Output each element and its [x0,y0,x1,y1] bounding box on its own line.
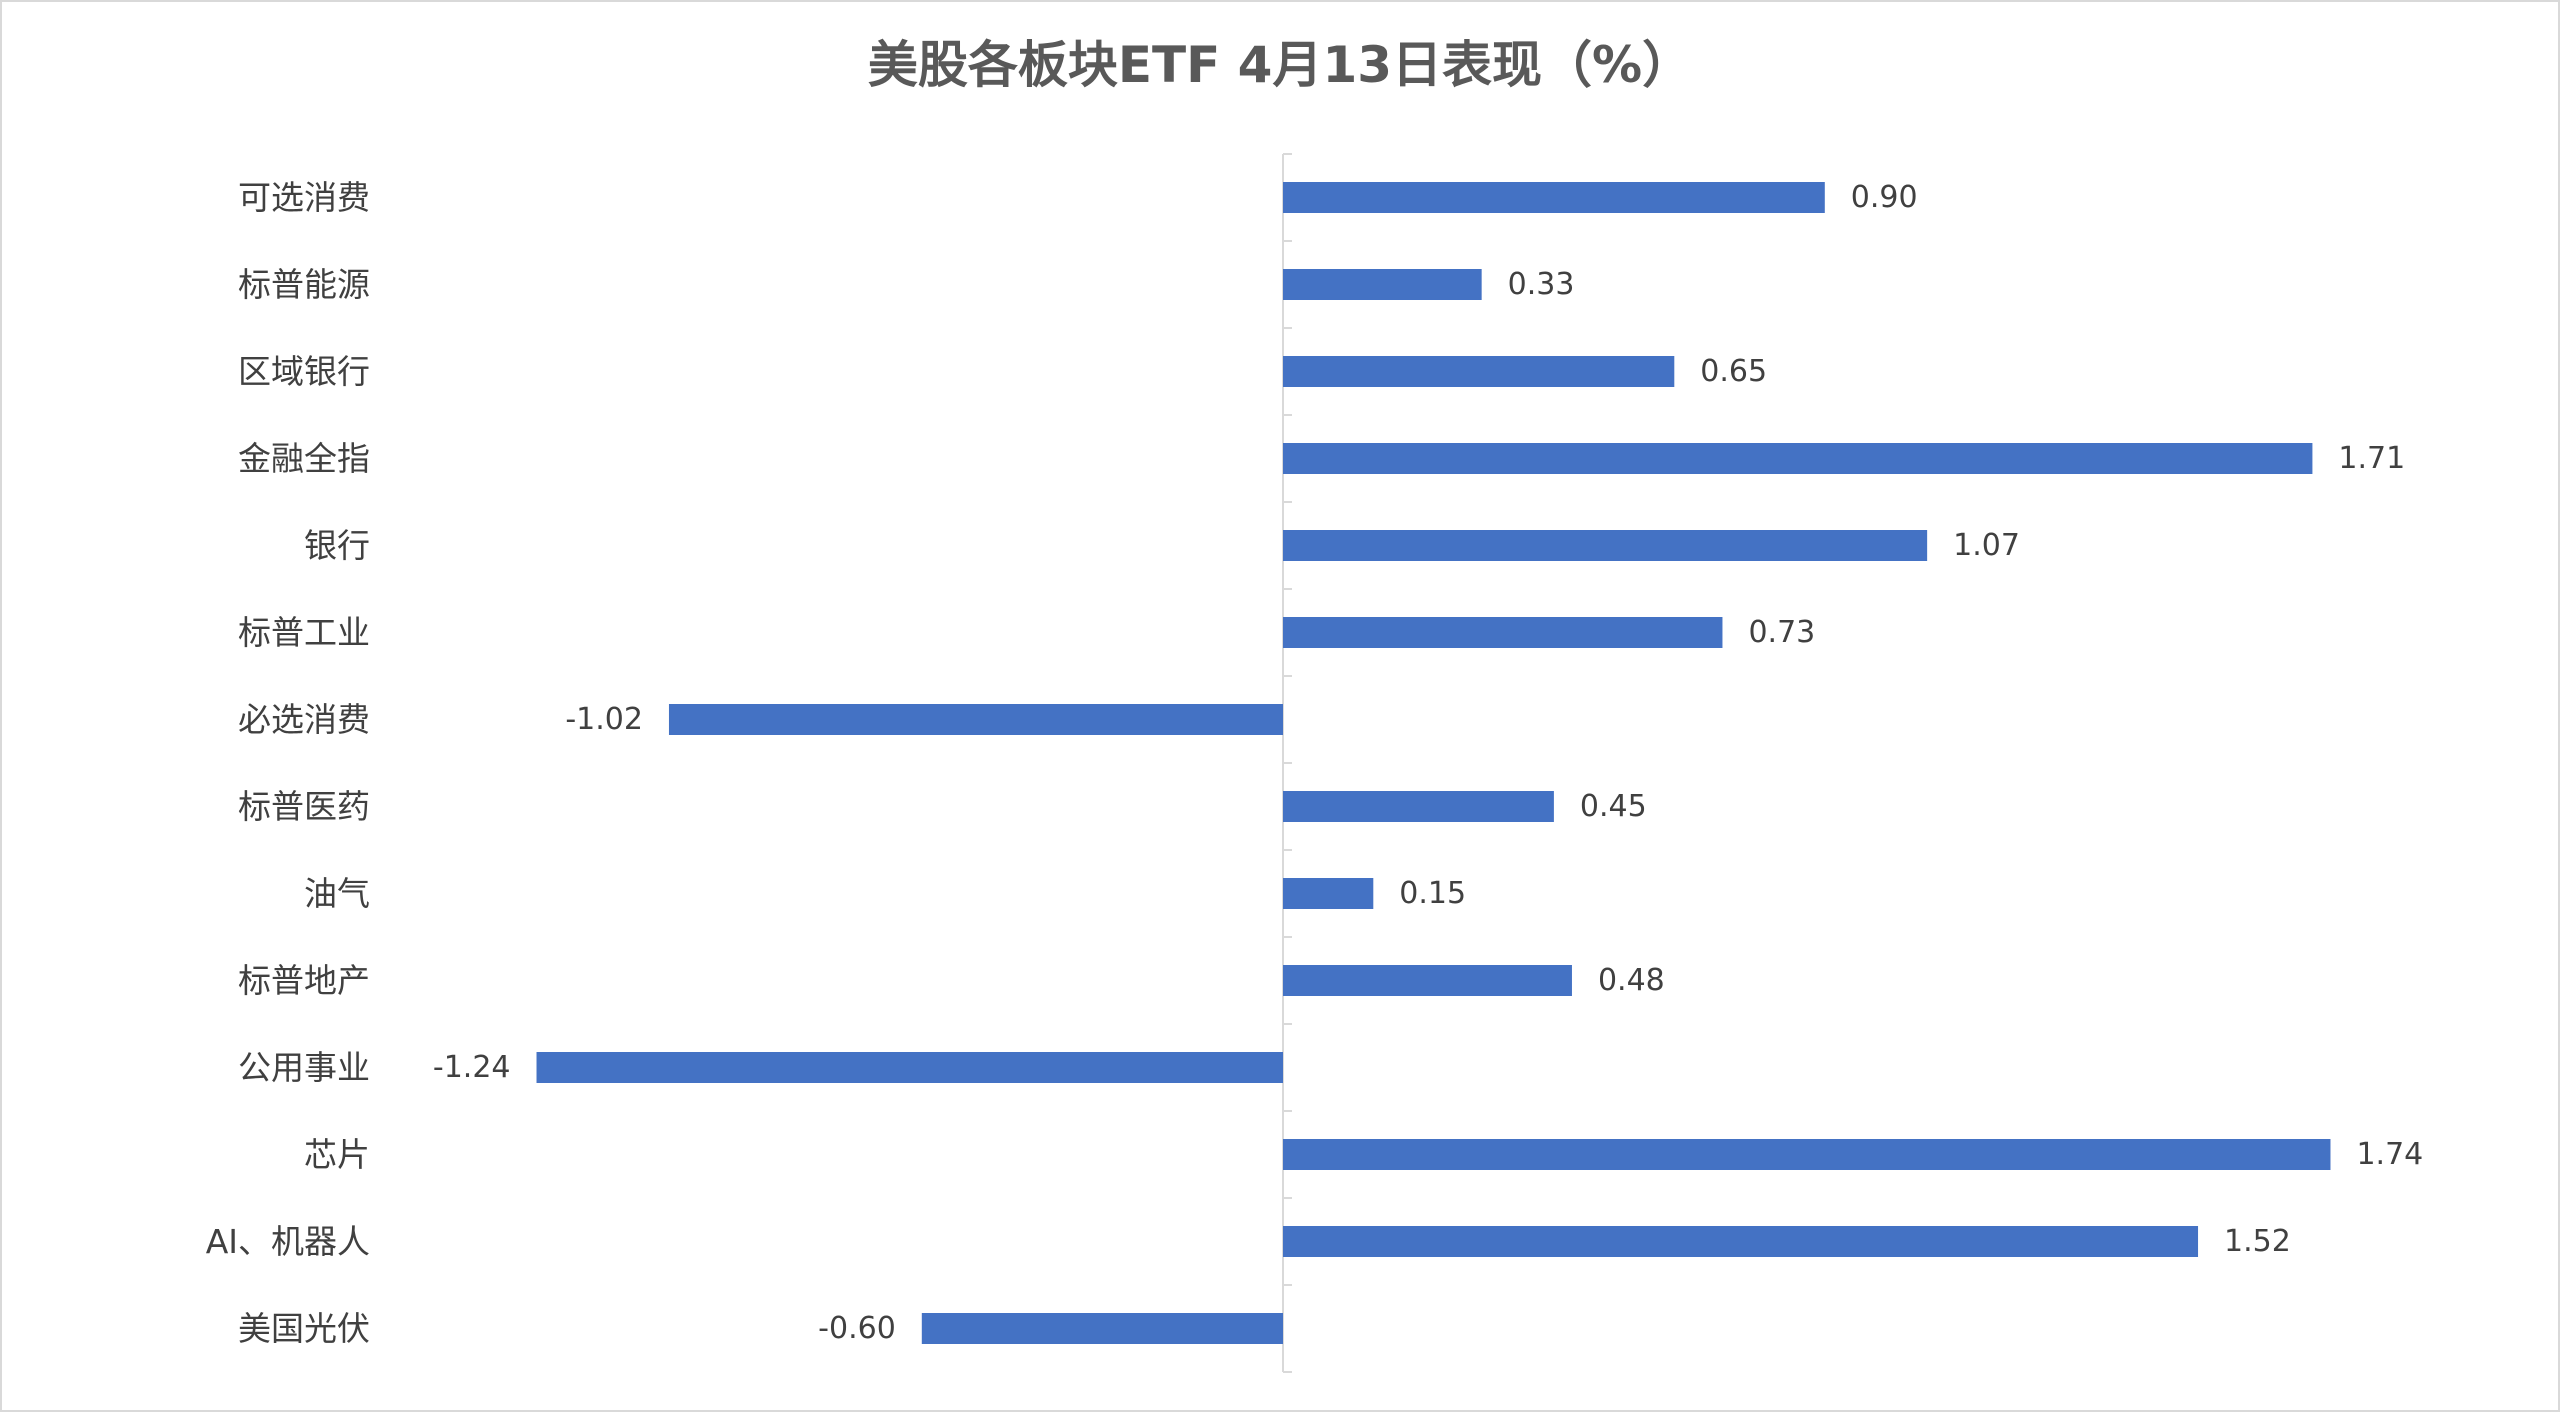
category-label: 芯片 [304,1135,370,1174]
bar [1283,791,1554,822]
data-label: 0.48 [1598,963,1665,998]
bar [1283,1226,2199,1257]
category-label: AI、机器人 [206,1222,370,1261]
category-labels: 可选消费标普能源区域银行金融全指银行标普工业必选消费标普医药油气标普地产公用事业… [206,178,370,1348]
data-label: 0.73 [1748,615,1815,650]
category-label: 可选消费 [238,178,370,217]
bar [1283,182,1825,213]
category-label: 标普地产 [238,961,370,1000]
data-label: 1.52 [2224,1224,2291,1259]
data-label: 0.45 [1580,789,1647,824]
bar [921,1313,1283,1344]
data-label: 1.71 [2338,441,2405,476]
category-label: 标普医药 [238,787,370,826]
category-label: 公用事业 [238,1048,370,1087]
data-label: -1.24 [433,1050,511,1085]
bar [1283,1139,2331,1170]
category-label: 区域银行 [238,352,370,391]
bars [536,182,2331,1344]
category-label: 标普工业 [238,613,370,652]
bar [1283,878,1374,909]
bar [668,704,1283,735]
data-label: -1.02 [565,702,643,737]
category-label: 油气 [304,874,370,913]
category-label: 金融全指 [238,439,370,478]
category-label: 必选消费 [238,700,370,739]
bar [1283,443,2313,474]
bar [536,1052,1283,1083]
data-label: 0.65 [1700,354,1767,389]
bar [1283,356,1675,387]
data-label: 1.74 [2356,1137,2423,1172]
category-label: 标普能源 [238,265,370,304]
chart-title: 美股各板块ETF 4月13日表现（%） [868,36,1692,94]
category-axis [1282,153,1292,1373]
bar [1283,269,1482,300]
data-label: 0.90 [1851,180,1918,215]
data-label: 0.33 [1508,267,1575,302]
bar [1283,965,1572,996]
category-label: 银行 [304,526,370,565]
bar [1283,617,1723,648]
data-label: -0.60 [818,1311,896,1346]
data-label: 0.15 [1399,876,1466,911]
value-labels: 0.90 0.33 0.65 1.71 1.07 0.73 -1.02 0.45 0.15 0.4… [433,180,2423,1346]
bar [1283,530,1928,561]
data-label: 1.07 [1953,528,2020,563]
category-label: 美国光伏 [238,1309,370,1348]
